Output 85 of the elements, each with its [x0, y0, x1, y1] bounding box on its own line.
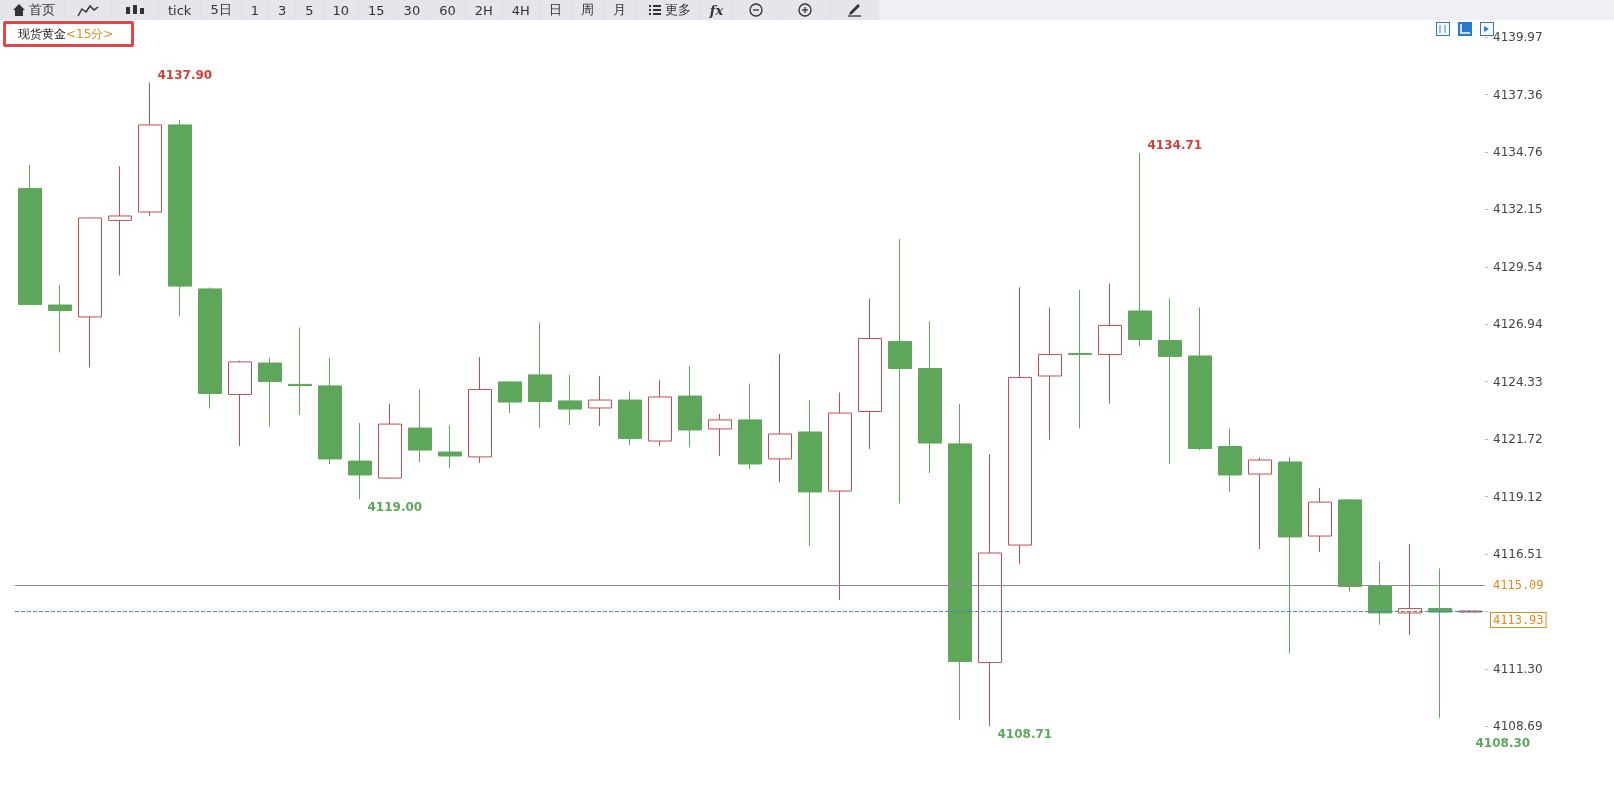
candlestick: [348, 422, 372, 500]
text: 月: [603, 0, 636, 20]
candlestick: [648, 379, 672, 447]
candlestick: [1398, 543, 1422, 636]
candlestick: [1278, 456, 1302, 655]
candlestick: [738, 383, 762, 470]
y-tick-label: 4116.51: [1493, 547, 1543, 562]
candlestick: [468, 356, 492, 464]
y-tick-label: 4126.94: [1493, 317, 1543, 332]
text: 1: [241, 0, 269, 20]
candlestick: [618, 390, 642, 446]
candlestick: [678, 365, 702, 448]
candlestick: [1128, 152, 1152, 347]
text: 日: [539, 0, 572, 20]
candlestick: [918, 321, 942, 474]
text: 5: [296, 0, 324, 20]
candlestick: [138, 82, 162, 217]
candlestick: [1158, 297, 1182, 465]
candlestick: [1038, 306, 1062, 441]
chart-subtitle: <15分>: [66, 27, 114, 41]
candlestick: [408, 388, 432, 463]
y-tick-label: 4129.54: [1493, 259, 1543, 274]
text: 15: [359, 0, 395, 20]
candlestick: [1248, 457, 1272, 550]
text: fx: [700, 0, 734, 20]
y-tick-label: 4139.97: [1493, 30, 1543, 44]
ref-line-label: 4115.09: [1493, 578, 1544, 593]
y-tick-label: 4124.33: [1493, 374, 1543, 389]
y-tick-label: 4132.15: [1493, 202, 1543, 217]
candlestick: [498, 380, 522, 414]
text: 10: [323, 0, 360, 20]
candlestick: [798, 399, 822, 547]
text: 周: [571, 0, 604, 20]
text: 更多: [635, 0, 701, 20]
candlestick: [708, 413, 732, 457]
candlestick: [48, 284, 72, 353]
candlestick: [1068, 289, 1092, 429]
text: tick: [159, 0, 202, 20]
candlestick: [1368, 560, 1392, 626]
candlestick: [888, 238, 912, 504]
text: 3: [268, 0, 297, 20]
y-tick-label: 4111.30: [1493, 661, 1543, 676]
candlestick: [528, 322, 552, 429]
candlestick: [258, 357, 282, 427]
text: 30: [394, 0, 431, 20]
candlestick: [378, 403, 402, 480]
candlestick: [1338, 498, 1362, 592]
candlestick: [588, 375, 612, 427]
candlestick: [318, 357, 342, 465]
candlestick: [1008, 286, 1032, 565]
candlestick: [948, 403, 972, 721]
candlestick: [768, 353, 792, 483]
candlestick: [1188, 306, 1212, 451]
y-tick-label: 4134.76: [1493, 144, 1543, 159]
text: 2H: [465, 0, 503, 20]
candlestick: [288, 327, 312, 416]
candlestick: [78, 217, 102, 368]
candlestick: [438, 424, 462, 469]
ref-line-label: 4113.93: [1493, 612, 1544, 627]
candlestick: [108, 165, 132, 276]
candlestick: [18, 164, 42, 306]
text: 4H: [502, 0, 540, 20]
annotation: 4137.90: [157, 67, 213, 82]
candlestick: [1218, 427, 1242, 493]
candlestick: [198, 286, 222, 409]
y-tick-label: 4108.69: [1493, 719, 1543, 734]
annotation: 4108.71: [997, 727, 1053, 742]
candlestick: [1098, 282, 1122, 405]
text: 60: [430, 0, 466, 20]
annotation: 4134.71: [1147, 137, 1203, 152]
y-tick-label: 4137.36: [1493, 87, 1543, 102]
candlestick: [558, 374, 582, 426]
text: 首页: [0, 0, 65, 20]
annotation: 4119.00: [367, 500, 423, 515]
candlestick: [828, 392, 852, 601]
candlestick: [1308, 487, 1332, 553]
y-tick-label: 4121.72: [1493, 432, 1543, 447]
candlestick: [228, 360, 252, 447]
candlestick: [1428, 567, 1452, 719]
text: 5日: [201, 0, 242, 20]
candlestick: [858, 297, 882, 450]
candlestick: [978, 453, 1002, 727]
candlestick: [168, 119, 192, 317]
y-tick-label: 4119.12: [1493, 489, 1543, 504]
annotation: 4108.30: [1475, 736, 1531, 750]
